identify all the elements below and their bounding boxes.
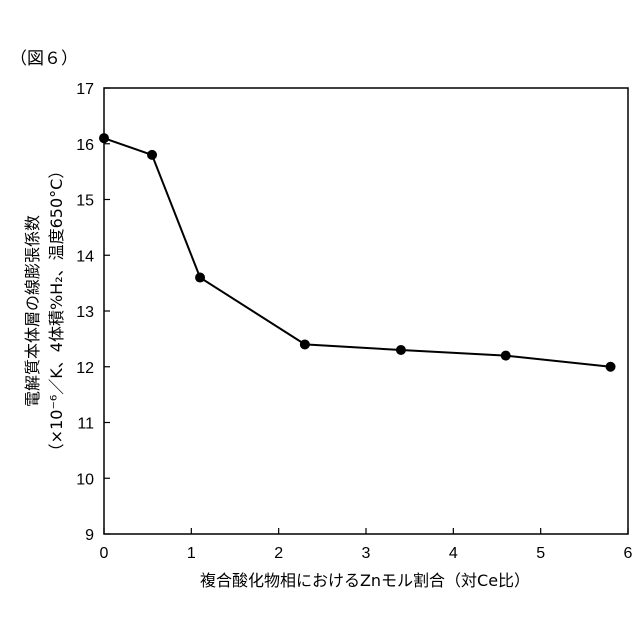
y-tick-label: 9 [85, 527, 94, 544]
y-axis-title-line2: （×10⁻⁶／K、4体積%H₂、温度650°C） [47, 163, 66, 460]
series-line [103, 137, 611, 368]
data-point [605, 361, 616, 372]
x-tick-label: 1 [187, 545, 196, 562]
y-axis-title-line1: 電解質本体層の線膨張係数 [23, 215, 42, 407]
data-point [99, 133, 109, 144]
figure-label: （図６） [10, 49, 78, 69]
x-tick-label: 6 [624, 545, 633, 562]
y-tick-label: 11 [77, 416, 94, 433]
y-tick-label: 14 [76, 248, 94, 265]
y-tick-label: 17 [76, 81, 94, 98]
x-tick-label: 3 [362, 545, 371, 562]
x-axis-title: 複合酸化物相におけるZnモル割合（対Ce比） [200, 571, 530, 590]
x-tick-label: 2 [274, 545, 283, 562]
y-tick-label: 13 [76, 304, 94, 321]
y-tick-label: 16 [76, 137, 94, 154]
y-tick-label: 15 [76, 193, 94, 210]
y-tick-label: 10 [76, 471, 94, 488]
plot-area-frame [103, 87, 629, 535]
x-tick-label: 4 [449, 545, 458, 562]
data-point [395, 345, 406, 356]
y-tick-label: 12 [76, 360, 94, 377]
x-tick-label: 0 [100, 545, 109, 562]
data-point [500, 350, 511, 361]
data-point [147, 149, 158, 160]
data-point [195, 272, 206, 283]
data-point [299, 339, 310, 350]
x-tick-label: 5 [536, 545, 545, 562]
